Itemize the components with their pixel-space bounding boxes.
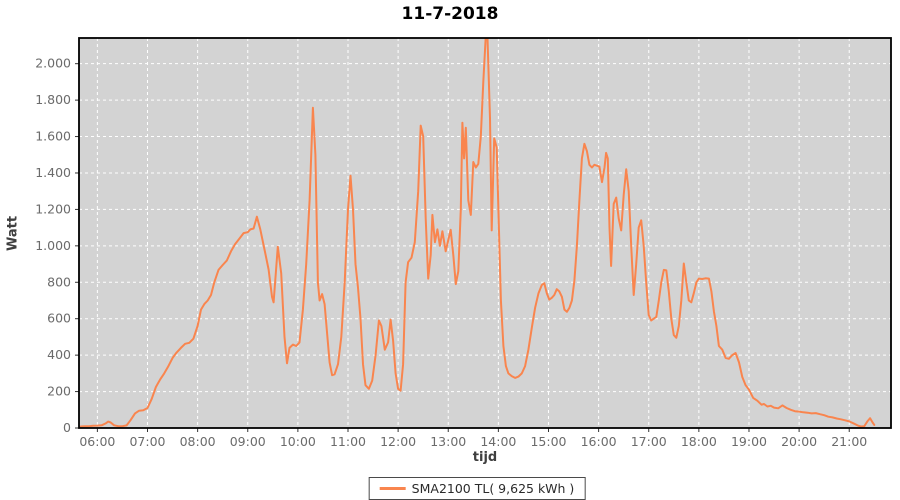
legend: SMA2100 TL( 9,625 kWh )	[368, 477, 586, 500]
chart-title: 11-7-2018	[401, 4, 499, 24]
y-tick-label: 600	[47, 311, 71, 326]
plot-frame	[78, 37, 892, 429]
x-tick-label: 14:00	[480, 434, 516, 449]
x-tick-label: 12:00	[380, 434, 416, 449]
x-tick-label: 13:00	[430, 434, 466, 449]
x-tick-label: 11:00	[330, 434, 366, 449]
y-tick-label: 2.000	[35, 56, 71, 71]
x-tick-label: 21:00	[831, 434, 867, 449]
plot-panel	[79, 38, 891, 428]
y-tick-label: 0	[63, 420, 71, 435]
y-tick-label: 1.000	[35, 238, 71, 253]
x-tick-label: 08:00	[180, 434, 216, 449]
y-tick-label: 1.800	[35, 92, 71, 107]
x-tick-label: 18:00	[681, 434, 717, 449]
x-tick-label: 19:00	[731, 434, 767, 449]
legend-label: SMA2100 TL( 9,625 kWh )	[411, 481, 575, 496]
y-tick-label: 1.600	[35, 129, 71, 144]
x-tick-label: 15:00	[530, 434, 566, 449]
y-tick-label: 1.400	[35, 165, 71, 180]
x-tick-label: 09:00	[230, 434, 266, 449]
x-tick-label: 10:00	[280, 434, 316, 449]
x-tick-label: 20:00	[781, 434, 817, 449]
x-tick-label: 17:00	[631, 434, 667, 449]
y-tick-label: 400	[47, 347, 71, 362]
y-axis-label: Watt	[5, 215, 21, 252]
x-tick-label: 07:00	[129, 434, 165, 449]
x-tick-label: 06:00	[79, 434, 115, 449]
y-tick-label: 1.200	[35, 201, 71, 216]
legend-line-swatch	[379, 487, 406, 490]
x-axis-label: tijd	[472, 450, 498, 465]
y-tick-label: 800	[47, 274, 71, 289]
y-tick-label: 200	[47, 384, 71, 399]
x-tick-label: 16:00	[581, 434, 617, 449]
series-line	[79, 38, 876, 428]
